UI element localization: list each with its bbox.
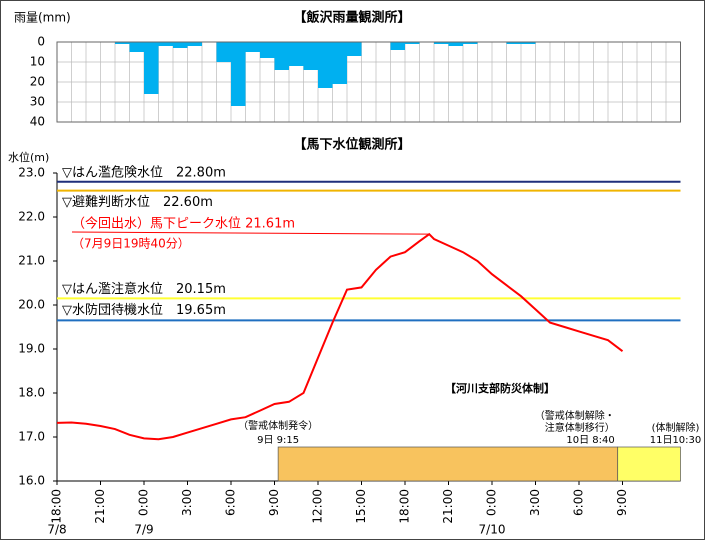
reference-label: ▽はん濫注意水位 20.15m (62, 281, 226, 297)
rain-bar (274, 42, 289, 70)
x-tick-label: 12:00 (311, 489, 325, 524)
rain-bar (448, 42, 463, 46)
x-tick-label: 18:00 (398, 489, 412, 524)
y-tick-label: 10 (30, 55, 45, 69)
x-tick-label: 15:00 (354, 489, 368, 524)
rain-bar (216, 42, 231, 62)
y-tick-label: 20 (30, 75, 45, 89)
rain-bar (521, 42, 536, 44)
rain-bar (506, 42, 521, 44)
rain-bar (187, 42, 202, 46)
rain-bar (144, 42, 159, 94)
x-tick-label: 9:00 (615, 489, 629, 516)
rain-bar (405, 42, 420, 44)
system-end-note: (体制解除) (652, 421, 700, 434)
rain-bar (289, 42, 304, 66)
rain-bar (115, 42, 130, 44)
y-tick-label: 20.0 (18, 298, 45, 312)
rain-bar (390, 42, 405, 50)
system-band (617, 446, 681, 482)
rain-bar (347, 42, 362, 56)
y-tick-label: 16.0 (18, 474, 45, 488)
x-tick-label: 0:00 (137, 489, 151, 516)
rain-title: 【飯沢雨量観測所】 (293, 10, 410, 26)
system-end-time: 11日10:30 (650, 435, 702, 446)
rain-bar (129, 42, 144, 52)
level-title: 【馬下水位観測所】 (293, 137, 410, 153)
y-tick-label: 22.0 (18, 210, 45, 224)
peak-label: （今回出水）馬下ピーク水位 21.61m (72, 216, 295, 232)
x-tick-label: 21:00 (441, 489, 455, 524)
level-line (56, 232, 624, 441)
x-tick-label: 9:00 (267, 489, 281, 516)
x-tick-label: 18:00 (50, 489, 64, 524)
reference-label: ▽はん濫危険水位 22.80m (62, 165, 226, 180)
system-note: 注意体制移行） (545, 421, 615, 434)
date-label: 7/9 (134, 523, 153, 537)
peak-time: （7月9日19時40分） (72, 237, 190, 251)
reference-label: ▽水防団待機水位 19.65m (62, 302, 226, 318)
rain-bar (463, 42, 478, 44)
x-tick-label: 3:00 (180, 489, 194, 516)
system-note: （警戒体制発令） (238, 419, 318, 432)
system-time: 9日 9:15 (257, 435, 299, 446)
rain-bar (332, 42, 347, 84)
date-label: 7/8 (47, 523, 66, 537)
x-tick-label: 3:00 (528, 489, 542, 516)
y-tick-label: 23.0 (18, 166, 45, 180)
rain-bar (260, 42, 275, 58)
y-tick-label: 21.0 (18, 254, 45, 268)
reference-label: ▽避難判断水位 22.60m (62, 195, 213, 210)
y-tick-label: 0 (37, 35, 45, 49)
rain-bar (245, 42, 260, 52)
rain-plot-border (56, 41, 681, 123)
x-tick-label: 6:00 (224, 489, 238, 516)
rain-bar (173, 42, 188, 48)
y-tick-label: 17.0 (18, 430, 45, 444)
x-tick-label: 21:00 (93, 489, 107, 524)
system-time: 10日 8:40 (566, 435, 614, 446)
x-tick-label: 0:00 (485, 489, 499, 516)
rain-y-label: 雨量(mm) (14, 11, 71, 25)
y-tick-label: 18.0 (18, 386, 45, 400)
rain-bar (318, 42, 333, 88)
rain-bar (231, 42, 246, 106)
level-y-label: 水位(m) (8, 150, 49, 164)
x-tick-label: 6:00 (572, 489, 586, 516)
y-tick-label: 30 (30, 95, 45, 109)
system-note: （警戒体制解除・ (535, 409, 615, 422)
date-label: 7/10 (479, 523, 506, 537)
peak-leader (71, 231, 430, 235)
system-title: 【河川支部防災体制】 (445, 381, 555, 395)
rain-bar (434, 42, 449, 44)
system-band (277, 446, 619, 482)
rain-bar (303, 42, 318, 70)
y-tick-label: 19.0 (18, 342, 45, 356)
rain-bar (158, 42, 173, 46)
y-tick-label: 40 (30, 115, 45, 129)
